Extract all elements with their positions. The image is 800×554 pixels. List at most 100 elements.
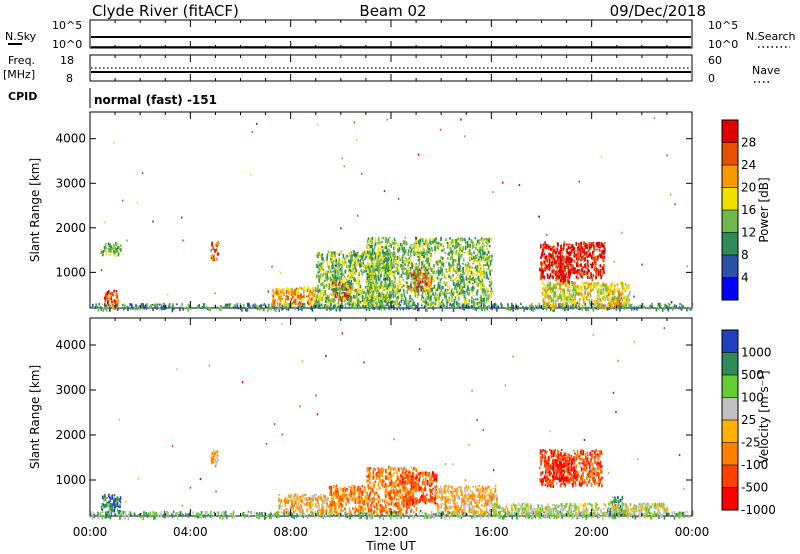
power-echo-cell	[421, 298, 424, 301]
power-echo-cell	[472, 306, 474, 311]
power-echo-cell	[599, 269, 602, 274]
power-echo-cell	[346, 302, 349, 305]
power-echo-cell	[322, 268, 325, 271]
power-echo-cell	[398, 254, 401, 259]
power-echo-cell	[112, 304, 114, 309]
power-echo-cell	[282, 303, 285, 309]
power-echo-cell	[380, 271, 383, 275]
power-echo-cell	[407, 269, 409, 273]
power-echo-cell	[326, 278, 328, 282]
power-echo-cell	[539, 269, 541, 272]
power-echo-cell	[370, 284, 372, 289]
power-echo-cell	[562, 247, 565, 250]
power-echo-cell	[547, 268, 550, 271]
power-echo-cell	[489, 307, 492, 310]
power-echo-cell	[432, 279, 434, 283]
power-echo-cell	[349, 284, 351, 288]
velocity-echo-cell	[532, 514, 534, 519]
power-echo-cell	[326, 299, 329, 304]
power-echo-cell	[404, 296, 407, 301]
velocity-echo-cell	[145, 511, 147, 514]
power-echo-cell	[473, 251, 475, 255]
power-echo-cell	[473, 301, 475, 305]
power-echo-cell	[424, 300, 426, 304]
sky-right-tick-bottom: 10^0	[708, 38, 738, 51]
power-echo-cell	[420, 266, 423, 270]
power-echo-cell	[549, 273, 552, 278]
power-echo-cell	[479, 246, 481, 251]
power-echo-cell	[100, 269, 103, 271]
power-echo-cell	[350, 268, 353, 271]
power-echo-cell	[272, 288, 274, 292]
power-echo-cell	[365, 268, 368, 273]
power-echo-cell	[372, 278, 375, 283]
power-echo-cell	[332, 279, 334, 281]
power-echo-cell	[603, 294, 606, 298]
power-echo-cell	[375, 277, 377, 280]
power-echo-cell	[344, 291, 346, 297]
power-echo-cell	[579, 303, 581, 307]
freq-label: Freq.	[8, 54, 35, 67]
power-echo-cell	[574, 297, 576, 300]
power-echo-cell	[556, 282, 559, 286]
power-echo-cell	[174, 307, 176, 309]
power-echo-cell	[670, 193, 672, 196]
power-echo-cell	[100, 249, 102, 252]
power-echo-cell	[367, 305, 370, 308]
power-echo-cell	[222, 306, 225, 309]
velocity-echo-cell	[586, 512, 589, 518]
power-echo-cell	[568, 256, 570, 261]
power-echo-cell	[440, 243, 442, 247]
power-echo-cell	[449, 250, 452, 253]
power-echo-cell	[441, 258, 443, 262]
power-echo-cell	[307, 296, 310, 301]
power-echo-cell	[441, 307, 444, 312]
power-echo-cell	[314, 303, 316, 308]
velocity-echo-cell	[486, 511, 489, 513]
power-echo-cell	[589, 263, 592, 266]
power-echo-cell	[576, 271, 579, 276]
power-echo-cell	[562, 300, 564, 303]
power-echo-cell	[302, 288, 304, 290]
velocity-echo-cell	[413, 511, 415, 514]
velocity-echo-cell	[660, 514, 663, 519]
power-echo-cell	[234, 304, 236, 309]
power-echo-cell	[588, 283, 590, 288]
power-echo-cell	[584, 285, 587, 288]
power-echo-cell	[142, 304, 145, 308]
power-echo-cell	[106, 291, 109, 296]
power-echo-cell	[278, 305, 281, 310]
power-echo-cell	[511, 305, 513, 308]
power-echo-cell	[566, 281, 569, 284]
power-echo-cell	[549, 282, 552, 286]
power-echo-cell	[556, 248, 559, 252]
power-echo-cell	[433, 270, 436, 275]
velocity-echo-cell	[213, 513, 216, 516]
power-echo-cell	[376, 242, 379, 245]
power-echo-cell	[395, 300, 398, 305]
power-echo-cell	[338, 271, 341, 275]
power-echo-cell	[563, 306, 565, 311]
power-echo-cell	[382, 266, 384, 269]
power-echo-cell	[361, 271, 363, 276]
power-echo-cell	[307, 300, 309, 304]
power-echo-cell	[474, 298, 477, 301]
power-echo-cell	[371, 260, 373, 264]
power-echo-cell	[557, 272, 559, 276]
power-echo-cell	[417, 248, 420, 252]
power-echo-cell	[315, 299, 318, 304]
power-echo-cell	[448, 262, 450, 266]
power-echo-cell	[455, 271, 457, 274]
power-echo-cell	[618, 299, 621, 304]
power-echo-cell	[480, 269, 482, 275]
power-echo-cell	[109, 307, 111, 312]
velocity-echo-cell	[533, 514, 535, 518]
power-echo-cell	[344, 286, 347, 291]
power-echo-cell	[595, 276, 598, 279]
power-echo-cell	[423, 305, 426, 308]
power-echo-cell	[417, 302, 419, 306]
power-echo-cell	[633, 306, 636, 311]
power-echo-cell	[351, 259, 354, 262]
power-echo-cell	[258, 304, 261, 308]
power-echo-cell	[602, 249, 605, 254]
